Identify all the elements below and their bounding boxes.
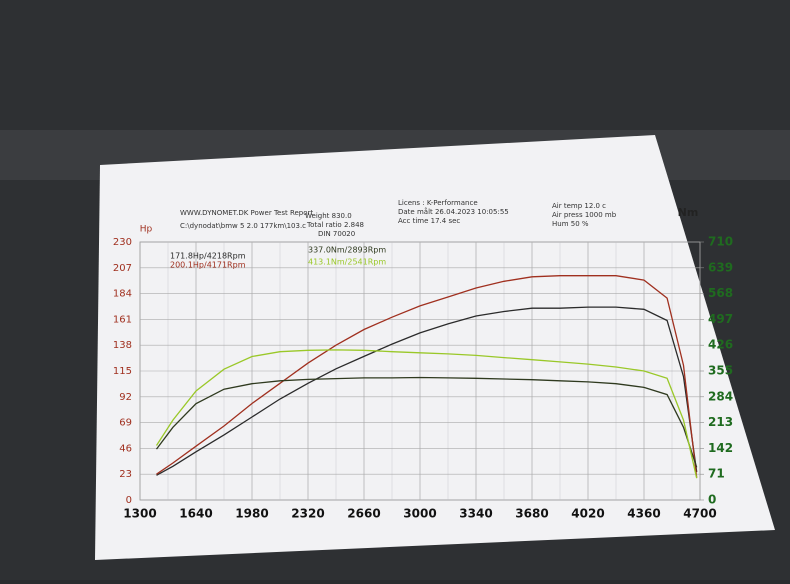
y2-tick-label: 142 bbox=[708, 441, 733, 455]
x-tick-label: 1300 bbox=[123, 507, 156, 521]
y2-tick-label: 710 bbox=[708, 235, 733, 249]
y2-tick-label: 284 bbox=[708, 389, 733, 403]
series-line bbox=[155, 376, 698, 468]
header-din: DIN 70020 bbox=[318, 230, 355, 238]
x-tick-label: 3340 bbox=[459, 507, 492, 521]
x-tick-label: 3000 bbox=[403, 507, 436, 521]
y-tick-label: 46 bbox=[119, 443, 132, 454]
y-tick-label: 0 bbox=[126, 495, 132, 506]
header-air-temp: Air temp 12.0 c bbox=[552, 202, 606, 210]
y2-axis-label: Nm bbox=[678, 206, 699, 219]
legend-entry: 200.1Hp/4171Rpm bbox=[170, 261, 246, 270]
y2-tick-label: 568 bbox=[708, 286, 733, 300]
x-tick-label: 2660 bbox=[347, 507, 380, 521]
y2-tick-label: 213 bbox=[708, 415, 733, 429]
y-tick-label: 23 bbox=[119, 469, 132, 480]
y2-tick-label: 355 bbox=[708, 364, 733, 378]
header-ratio: Total ratio 2.848 bbox=[306, 221, 364, 229]
y2-tick-label: 497 bbox=[708, 312, 733, 326]
series-line bbox=[156, 306, 698, 476]
y-axis-label: Hp bbox=[140, 225, 153, 235]
x-tick-label: 1640 bbox=[179, 507, 212, 521]
header-air-press: Air press 1000 mb bbox=[552, 211, 617, 219]
header-weight: Weight 830.0 bbox=[305, 212, 352, 220]
y-tick-label: 230 bbox=[113, 237, 132, 248]
header-site: WWW.DYNOMET.DK Power Test Report bbox=[180, 209, 313, 217]
y-tick-label: 92 bbox=[119, 392, 132, 403]
header-file: C:\dynodat\bmw 5 2.0 177km\103.c bbox=[180, 222, 306, 230]
header-licens: Licens : K-Performance bbox=[398, 199, 478, 207]
x-tick-label: 3680 bbox=[515, 507, 548, 521]
header-date: Date målt 26.04.2023 10:05:55 bbox=[398, 207, 509, 216]
series-line bbox=[156, 275, 698, 478]
y2-tick-label: 426 bbox=[708, 338, 733, 352]
header-acc: Acc time 17.4 sec bbox=[398, 217, 460, 225]
x-tick-label: 4360 bbox=[627, 507, 660, 521]
y2-tick-label: 0 bbox=[708, 493, 716, 507]
header-hum: Hum 50 % bbox=[552, 220, 589, 228]
y-tick-label: 138 bbox=[113, 340, 132, 351]
x-tick-label: 4020 bbox=[571, 507, 604, 521]
y-tick-label: 69 bbox=[119, 418, 132, 429]
y-tick-label: 161 bbox=[113, 314, 132, 325]
y-tick-label: 207 bbox=[113, 263, 132, 274]
y-tick-label: 115 bbox=[113, 366, 132, 377]
x-tick-label: 4700 bbox=[683, 507, 716, 521]
legend-entry: 337.0Nm/2893Rpm bbox=[308, 246, 386, 255]
legend-entry: 171.8Hp/4218Rpm bbox=[170, 252, 246, 261]
x-tick-label: 1980 bbox=[235, 507, 268, 521]
y2-tick-label: 71 bbox=[708, 467, 725, 481]
x-tick-label: 2320 bbox=[291, 507, 324, 521]
y-tick-label: 184 bbox=[113, 289, 132, 300]
paper bbox=[95, 135, 775, 560]
y2-tick-label: 639 bbox=[708, 260, 733, 274]
legend-entry: 413.1Nm/2541Rpm bbox=[308, 258, 386, 267]
series-line bbox=[155, 349, 698, 479]
